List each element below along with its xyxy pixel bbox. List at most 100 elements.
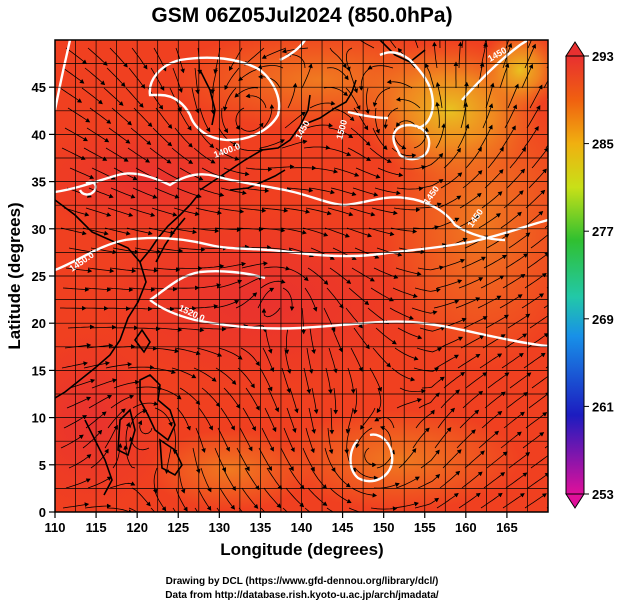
streamline-arrowhead <box>248 446 253 452</box>
streamline-arrowhead <box>539 293 544 298</box>
streamline-arrowhead <box>542 168 547 174</box>
streamline <box>149 147 172 164</box>
streamline <box>194 67 199 94</box>
streamline <box>199 107 211 132</box>
streamline-arrowhead <box>395 97 401 102</box>
streamline <box>153 467 158 494</box>
streamline <box>346 447 356 472</box>
streamline <box>348 67 358 93</box>
y-tick-label: 25 <box>32 269 46 284</box>
streamline-arrowhead <box>302 139 308 145</box>
streamline-arrowhead <box>460 372 465 377</box>
streamline-arrowhead <box>502 254 507 259</box>
streamline <box>169 307 196 309</box>
streamline-arrowhead <box>85 118 91 123</box>
streamline <box>133 327 160 330</box>
streamline <box>389 40 397 49</box>
streamline <box>218 347 243 360</box>
streamline-arrowhead <box>488 124 493 130</box>
streamline <box>109 482 135 489</box>
streamline-arrowhead <box>261 208 267 213</box>
streamline <box>436 102 440 129</box>
streamline <box>375 327 397 345</box>
streamline <box>546 506 548 509</box>
streamline-arrowhead <box>389 231 395 237</box>
streamline <box>239 207 266 212</box>
streamline <box>241 487 259 509</box>
streamline <box>501 125 516 149</box>
streamline <box>198 407 213 430</box>
streamline-arrowhead <box>348 133 354 139</box>
colorbar: 293 285 277 269 261 253 <box>565 41 614 509</box>
streamline-arrowhead <box>103 231 109 236</box>
streamline-arrowhead <box>127 362 133 367</box>
streamline-arrowhead <box>463 23 467 27</box>
streamline <box>305 207 331 215</box>
streamline <box>443 372 465 389</box>
streamline <box>505 40 510 49</box>
streamline-arrowhead <box>355 443 360 449</box>
streamline <box>130 347 157 350</box>
streamline-arrowhead <box>280 279 286 284</box>
streamline <box>460 335 484 349</box>
streamline-arrowhead <box>350 389 356 394</box>
streamline-arrowhead <box>125 139 131 144</box>
streamline <box>103 87 124 106</box>
streamline <box>129 409 147 429</box>
streamline <box>436 493 459 509</box>
streamline <box>87 476 112 489</box>
streamline <box>245 387 260 411</box>
streamline <box>285 487 304 507</box>
streamline <box>68 247 95 253</box>
streamline-arrowhead <box>310 448 315 454</box>
streamline <box>69 167 94 179</box>
streamline-arrowhead <box>553 65 556 69</box>
streamline-arrowhead <box>305 209 311 214</box>
streamline <box>237 147 264 152</box>
streamline-arrowhead <box>496 295 502 300</box>
streamline-arrowhead <box>230 524 234 528</box>
streamline-arrowhead <box>393 210 398 216</box>
streamline-arrowhead <box>276 522 280 526</box>
streamline <box>236 447 250 471</box>
streamline <box>438 336 463 349</box>
streamline <box>480 275 504 289</box>
streamline <box>157 387 182 400</box>
streamline <box>326 67 349 80</box>
colorbar-tick-label: 269 <box>592 312 614 327</box>
streamline <box>216 280 242 289</box>
streamline-arrowhead <box>207 506 212 511</box>
streamline <box>414 498 439 509</box>
wind-streamlines <box>59 23 556 528</box>
streamline-arrowhead <box>490 82 495 88</box>
streamline-arrowhead <box>308 63 313 69</box>
streamline <box>221 107 228 133</box>
streamline-arrowhead <box>415 207 421 213</box>
streamline-arrowhead <box>329 255 335 260</box>
streamline <box>500 431 522 449</box>
streamline <box>166 447 172 474</box>
streamline-arrowhead <box>520 493 525 498</box>
streamline <box>392 502 419 509</box>
streamline <box>333 387 337 414</box>
streamline <box>87 47 108 66</box>
streamline-arrowhead <box>255 361 260 367</box>
streamline-arrowhead <box>438 152 444 158</box>
streamline <box>411 307 437 314</box>
streamline <box>385 107 399 129</box>
streamline-arrowhead <box>192 229 198 235</box>
streamline-arrowhead <box>417 335 423 340</box>
streamline <box>349 207 375 216</box>
streamline-arrowhead <box>269 287 275 292</box>
streamline <box>154 187 179 198</box>
streamline <box>222 467 236 491</box>
streamline <box>68 454 91 469</box>
streamline <box>257 287 274 309</box>
streamline-arrowhead <box>301 329 306 335</box>
streamline <box>392 287 418 298</box>
streamline <box>377 167 403 176</box>
streamline-arrowhead <box>345 233 350 238</box>
streamline-arrowhead <box>269 446 274 452</box>
streamline <box>301 307 305 334</box>
